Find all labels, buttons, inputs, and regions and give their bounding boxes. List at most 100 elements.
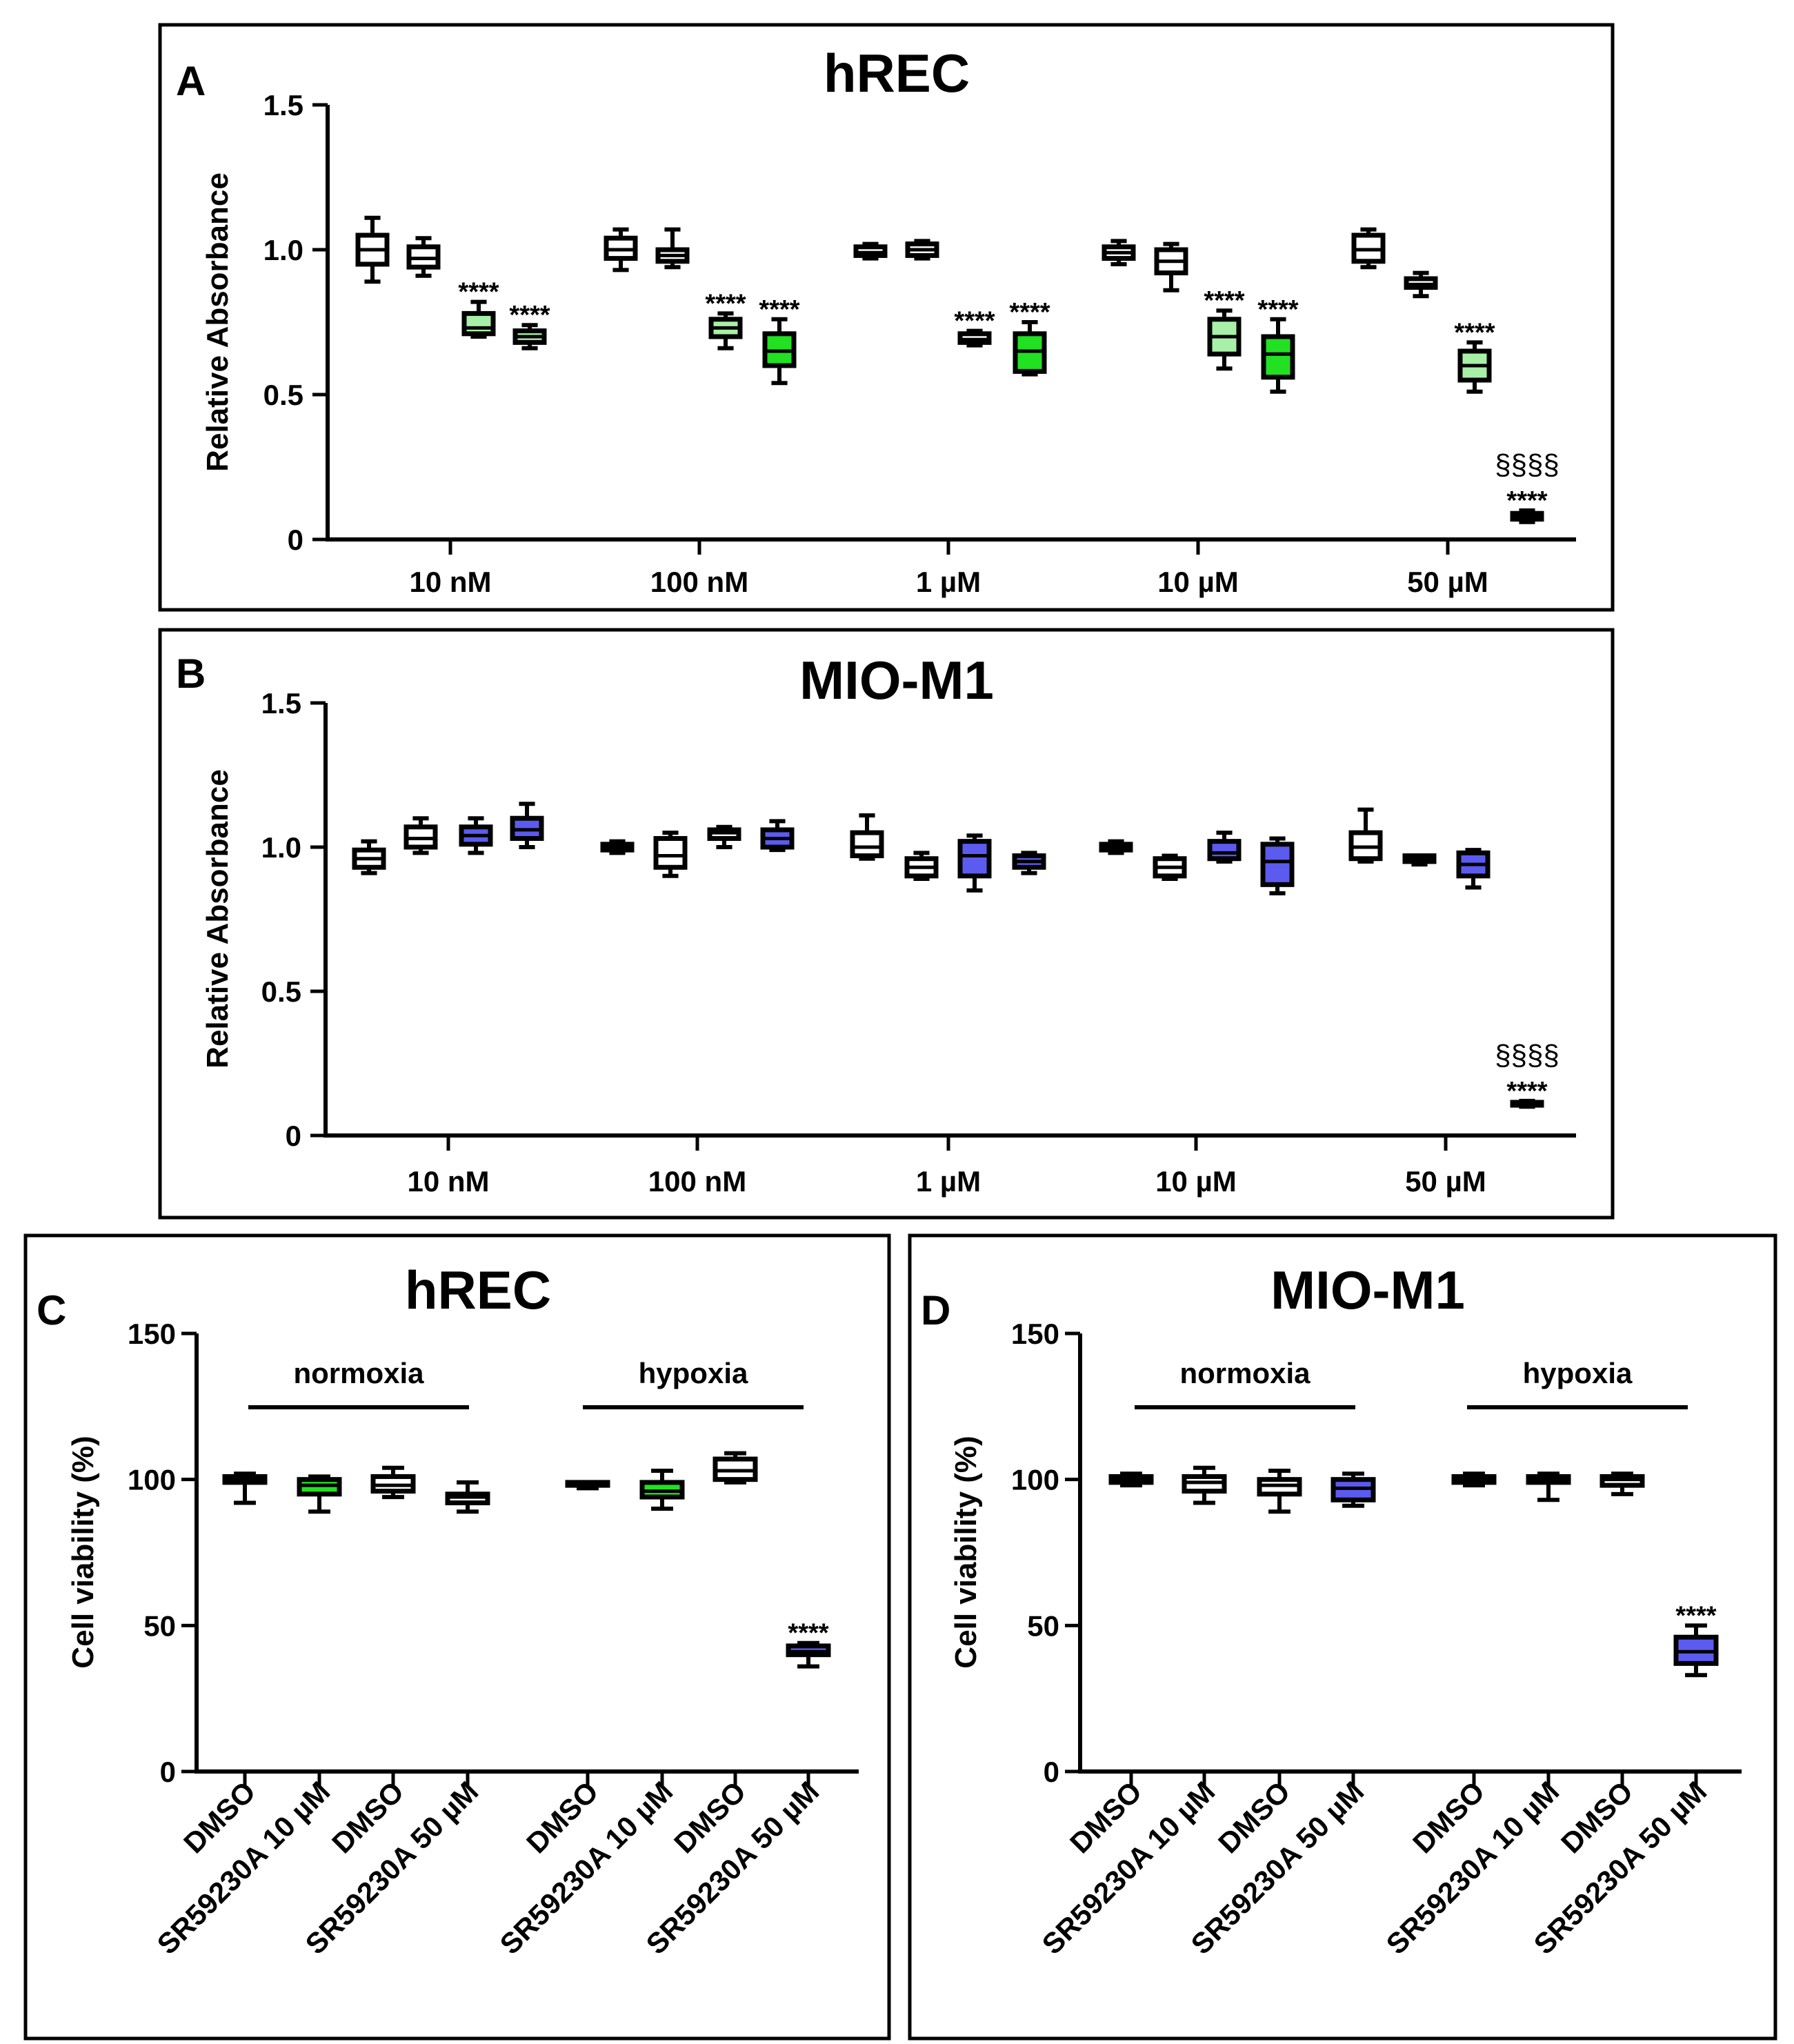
box-plot (905, 239, 939, 261)
x-tick-label: 100 nM (650, 566, 748, 598)
box-plot: **** (1673, 1601, 1719, 1678)
y-tick-label: 0.5 (261, 975, 301, 1008)
y-tick-label: 150 (128, 1318, 176, 1350)
significance-label: **** (759, 295, 799, 324)
box-plot (600, 839, 635, 855)
panel-title: MIO-M1 (1270, 1260, 1465, 1320)
x-tick-label: 10 nM (407, 1165, 489, 1198)
box-plot (406, 236, 441, 278)
box-plot (1012, 851, 1046, 875)
panel-letter: C (37, 1287, 66, 1333)
box-plot (712, 1451, 758, 1485)
y-tick-label: 0 (160, 1756, 176, 1788)
group-label: hypoxia (639, 1357, 748, 1389)
box (1207, 839, 1242, 862)
box-plot (565, 1480, 610, 1491)
box-plot: **** (458, 278, 499, 339)
box-plot: **** §§§§ (1495, 1039, 1559, 1109)
y-axis-label: Relative Absorbance (201, 172, 235, 472)
box-plot (1351, 227, 1386, 270)
box-plot: **** §§§§ (1495, 448, 1559, 524)
box-plot: **** (1257, 295, 1299, 394)
box-plot: **** (786, 1619, 831, 1669)
panel-frame (908, 1233, 1777, 2041)
box-plot (459, 816, 493, 855)
box-plot: **** (705, 289, 746, 350)
panel-title: hREC (405, 1260, 551, 1320)
box (1261, 334, 1295, 380)
significance-label: **** (458, 278, 499, 307)
group-label: hypoxia (1523, 1357, 1633, 1389)
significance-label: **** (1454, 318, 1495, 347)
x-tick-label: 50 µM (1405, 1165, 1486, 1198)
significance-label: **** (1506, 1077, 1547, 1106)
box-plot (1330, 1471, 1376, 1508)
box-plot (655, 227, 690, 270)
panel-frame (23, 1233, 891, 2041)
box-plot (604, 227, 638, 272)
box-plot (1207, 831, 1242, 864)
y-tick-label: 0 (1044, 1756, 1059, 1788)
panel-frame (158, 628, 1615, 1220)
box-plot (904, 851, 939, 881)
x-tick-label: 50 µM (1407, 566, 1488, 598)
y-tick-label: 50 (143, 1609, 176, 1642)
box-plot (352, 839, 386, 875)
group-label: normoxia (293, 1357, 424, 1389)
panel-letter: D (921, 1287, 950, 1333)
significance-label: **** (1204, 286, 1244, 315)
panel-frame (158, 23, 1615, 612)
y-tick-label: 150 (1011, 1318, 1059, 1350)
box-plot (1099, 839, 1133, 855)
significance-label: **** (1257, 295, 1298, 324)
box (461, 310, 496, 337)
box (1260, 842, 1295, 887)
y-tick-label: 1.0 (261, 831, 301, 864)
box-plot (445, 1480, 490, 1514)
box-plot (639, 1468, 685, 1511)
box-plot (1599, 1471, 1645, 1496)
panel-letter: A (176, 58, 206, 104)
box-plot (403, 816, 438, 855)
box-plot (1257, 1468, 1302, 1514)
y-tick-label: 0 (288, 524, 303, 556)
box-plot (1404, 270, 1438, 299)
panel-letter: B (176, 651, 206, 697)
y-tick-label: 100 (1011, 1464, 1059, 1496)
box-plot (1260, 836, 1295, 895)
y-tick-label: 0 (286, 1120, 301, 1152)
y-tick-label: 0.5 (263, 379, 303, 411)
box-plot (1182, 1465, 1227, 1505)
box-plot (760, 819, 795, 853)
y-axis-label: Cell viability (%) (66, 1436, 100, 1668)
x-tick-label: 10 nM (409, 566, 491, 598)
box-plot: **** (1204, 286, 1245, 371)
box (957, 839, 992, 879)
box-plot: **** (759, 295, 800, 386)
x-tick-label: 1 µM (916, 1165, 981, 1198)
panel-a: hREC A Relative Absorbance 0 0.5 1.0 1.5 10 nM 1… (158, 23, 1615, 612)
box-plot (850, 813, 884, 861)
panel-b: MIO-M1 B Relative Absorbance 0 0.5 1.0 1.5 10 n… (158, 628, 1615, 1220)
box-plot (853, 241, 888, 261)
box-plot (370, 1465, 416, 1500)
box-plot: **** (509, 301, 550, 350)
box (850, 830, 884, 859)
box-plot (1108, 1471, 1154, 1488)
panel-title: hREC (824, 43, 970, 103)
box-plot: **** (1454, 318, 1495, 394)
y-tick-label: 50 (1027, 1609, 1059, 1642)
significance-label: **** (705, 289, 746, 318)
box-plot (1451, 1471, 1497, 1488)
y-tick-label: 1.5 (263, 89, 303, 121)
box-plot (707, 824, 741, 849)
box-plot (222, 1471, 268, 1505)
box-plot (1102, 239, 1136, 266)
y-tick-label: 1.5 (261, 687, 301, 720)
x-tick-label: 1 µM (916, 566, 981, 598)
significance-label: **** (954, 307, 995, 336)
box-plot: **** (954, 307, 995, 348)
